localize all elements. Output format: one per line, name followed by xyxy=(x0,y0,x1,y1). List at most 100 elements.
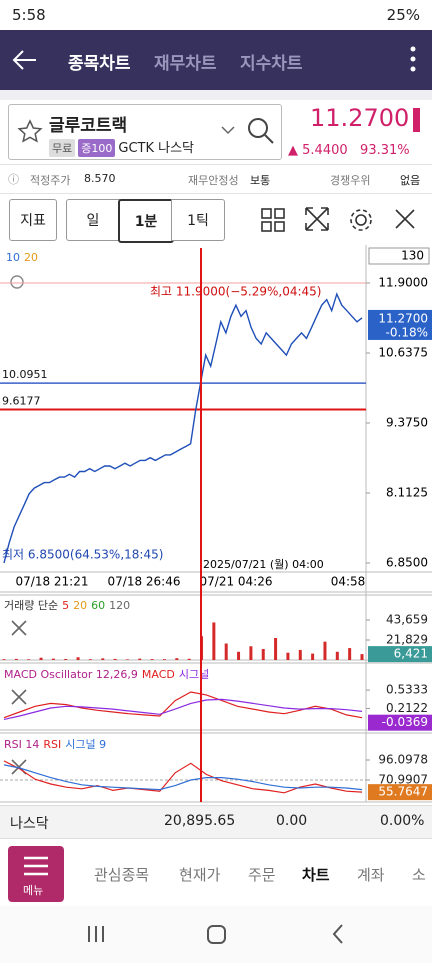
system-nav xyxy=(0,906,432,963)
legend-entry: 시그널 9 xyxy=(65,738,106,751)
volume-bar xyxy=(335,651,339,660)
price-change: ▲ 5.4400 93.31% xyxy=(288,143,410,158)
volume-bar xyxy=(175,658,179,660)
favorite-star[interactable] xyxy=(17,119,43,145)
badge: 증100 xyxy=(78,139,116,157)
metric-label: 적정주가 xyxy=(30,174,71,187)
tab[interactable]: 지수차트 xyxy=(240,54,303,74)
dropdown[interactable] xyxy=(221,125,235,135)
stock-meta: 무료 증100 GCTK 나스닥 xyxy=(49,137,194,157)
time: 5:58 xyxy=(12,6,46,24)
index-value: 20,895.65 xyxy=(164,813,236,829)
y-tick-label: 0.5333 xyxy=(386,683,428,697)
volume-bar xyxy=(249,646,253,660)
nav-item[interactable]: 소 xyxy=(412,866,426,884)
app-header: 종목차트 재무차트 지수차트 xyxy=(0,30,432,90)
panel-title: 거래량 단순 5 20 60 120 xyxy=(4,599,130,612)
metrics-row: ⓘ 적정주가 8.570 재무안정성 보통 경쟁우위 없음 xyxy=(0,164,432,194)
index-change: 0.00 xyxy=(276,813,308,829)
legend-entry: MACD xyxy=(142,668,175,681)
search-button[interactable] xyxy=(247,117,275,145)
volume-bar xyxy=(286,652,290,660)
y-tick-label: 10.6375 xyxy=(378,346,428,360)
price-line xyxy=(3,292,363,564)
current-label: 6,421 xyxy=(394,647,428,661)
volume-bar xyxy=(113,658,117,660)
metric-label: 재무안정성 xyxy=(188,174,239,187)
current-badge xyxy=(368,646,432,663)
status-bar: 5:58 25% xyxy=(0,0,432,30)
y-tick-label: 70.9907 xyxy=(378,773,428,787)
index-change-pct: 0.00% xyxy=(380,813,425,829)
current-label: -0.0369 xyxy=(382,715,428,729)
volume-bar xyxy=(51,658,55,660)
title-part: 거래량 단순 xyxy=(4,599,58,612)
metric-value: 보통 xyxy=(250,174,271,187)
period-button[interactable]: 일 xyxy=(66,199,120,241)
count: 130 xyxy=(401,249,424,263)
menu-button[interactable]: 메뉴 xyxy=(8,846,64,902)
price-flag xyxy=(413,108,420,132)
panel-title: MACD Oscillator 12,26,9 MACD 시그널 xyxy=(4,668,209,681)
y-tick-label: 11.9000 xyxy=(378,276,428,290)
volume-bar xyxy=(261,649,265,660)
metric-label: 경쟁우위 xyxy=(330,174,371,187)
count-box xyxy=(368,247,430,265)
y-tick-label: 6.8500 xyxy=(386,556,428,570)
stock-search[interactable]: 글루코트랙 무료 증100 GCTK 나스닥 xyxy=(8,104,282,160)
high-note: 최고 11.9000(−5.29%,04:45) xyxy=(150,285,321,299)
indicator-button[interactable]: 지표 xyxy=(9,199,57,241)
x-tick-label: 07/21 04:26 xyxy=(200,575,273,589)
metric-value: 없음 xyxy=(400,174,421,187)
back-button[interactable] xyxy=(10,48,38,72)
change: 5.4400 xyxy=(302,143,348,158)
battery: 25% xyxy=(386,6,420,24)
indicator-line xyxy=(3,760,363,794)
period-button[interactable]: 1분 xyxy=(118,199,174,243)
nav-item[interactable]: 계좌 xyxy=(357,866,385,884)
chart: 10 20 130 11.9000 10.6375 9.3750 8.1125 6.8500 1… xyxy=(0,245,432,805)
title-part: MACD Oscillator 12,26,9 xyxy=(4,668,138,681)
y-tick-label: 96.0978 xyxy=(378,752,428,766)
indicator-line xyxy=(3,691,363,719)
current-badge xyxy=(368,714,432,731)
more-button[interactable] xyxy=(408,44,418,76)
title-part: RSI 14 xyxy=(4,738,39,751)
x-tick-label: 07/18 26:46 xyxy=(108,575,181,589)
volume-bar xyxy=(187,658,191,660)
volume-bar xyxy=(88,659,92,660)
current-change: -0.18% xyxy=(386,325,428,339)
period-button[interactable]: 1틱 xyxy=(171,199,225,241)
market: 나스닥 xyxy=(158,141,195,156)
nav-item[interactable]: 현재가 xyxy=(179,866,221,884)
price: 11.2700 xyxy=(310,104,410,132)
volume-bar xyxy=(311,653,315,660)
indicator-line xyxy=(3,764,363,791)
volume-bar xyxy=(39,657,43,660)
volume-bar xyxy=(274,638,278,660)
volume-bar xyxy=(27,659,31,660)
nav-item[interactable]: 관심종목 xyxy=(94,866,150,884)
volume-bar xyxy=(138,658,142,660)
close-icon xyxy=(11,689,27,705)
nav-item[interactable]: 차트 xyxy=(302,866,330,884)
tab[interactable]: 종목차트 xyxy=(68,54,131,74)
nav-item[interactable]: 주문 xyxy=(248,866,276,884)
x-tick-label: 04:58 xyxy=(331,575,366,589)
volume-bar xyxy=(224,643,228,660)
tab[interactable]: 재무차트 xyxy=(154,54,217,74)
ma-label: 10 xyxy=(6,251,20,264)
chart-bg xyxy=(0,245,432,805)
volume-bar xyxy=(14,658,18,660)
volume-bar xyxy=(2,659,6,660)
ma-label: 20 xyxy=(24,251,38,264)
change-pct: 93.31% xyxy=(360,143,410,158)
badge: 무료 xyxy=(49,139,76,157)
close-icon xyxy=(11,620,27,636)
volume-bar xyxy=(323,641,327,660)
stock-name: 글루코트랙 xyxy=(49,116,128,136)
current-label: 11.2700 xyxy=(378,311,428,325)
ma-label: 60 xyxy=(91,599,105,612)
zoom-icon xyxy=(10,275,24,289)
